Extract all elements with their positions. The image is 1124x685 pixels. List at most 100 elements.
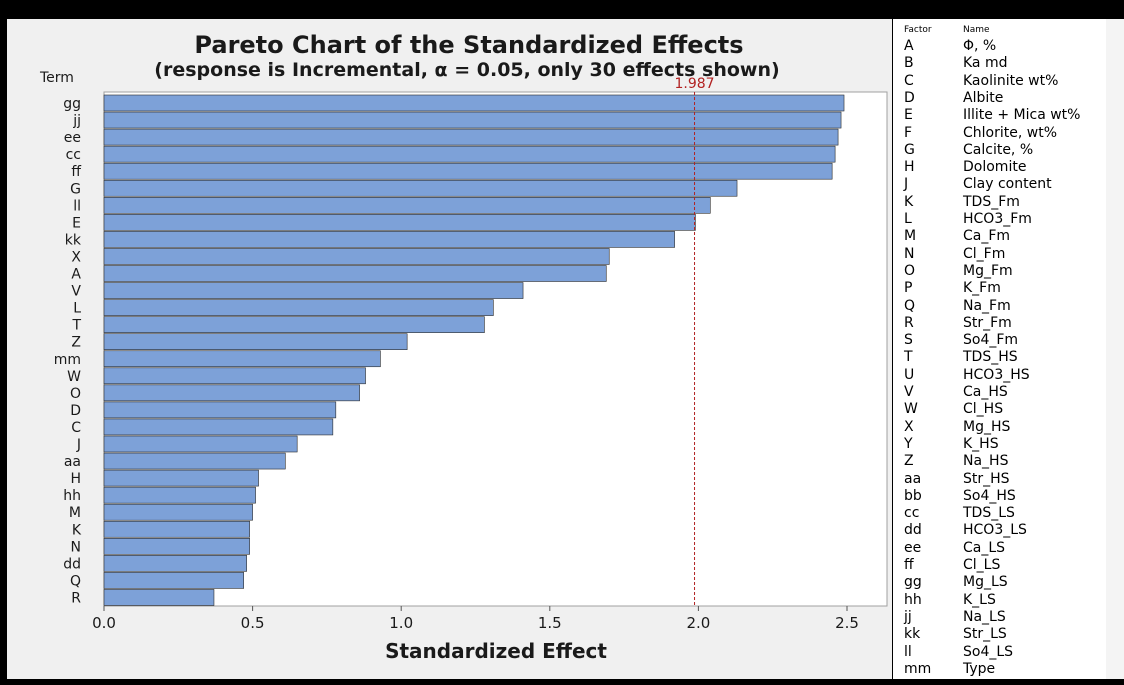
legend-item: M Ca_Fm [893,228,1106,245]
bar [103,128,839,146]
legend-factor-code: Y [904,435,913,452]
y-tick-label: L [73,301,81,317]
bar [103,145,836,163]
pareto-chart: Pareto Chart of the Standardized Effects… [39,31,888,663]
x-tick-label: 0.0 [92,614,116,632]
legend-factor-name: Na_HS [963,453,1009,470]
y-tick-label: T [71,318,81,334]
legend-factor-code: F [904,124,913,141]
legend-item: gg Mg_LS [893,574,1106,591]
legend-item: R Str_Fm [893,315,1106,332]
legend-factor-code: O [904,262,916,279]
y-tick-label: J [76,437,81,453]
legend-item: ll So4_LS [893,644,1106,661]
y-tick-label: kk [65,232,82,248]
legend-item: L HCO3_Fm [893,211,1106,228]
legend-factor-name: Kaolinite wt% [963,72,1059,89]
legend-factor-name: So4_HS [963,487,1016,504]
y-axis-label: Term [39,70,74,86]
bar [103,179,738,197]
legend-factor-name: Mg_Fm [963,262,1013,279]
bar [103,435,298,453]
y-tick-label: A [71,267,81,283]
legend-factor-code: cc [904,505,920,522]
legend-factor-name: TDS_HS [963,349,1018,366]
legend-factor-name: So4_Fm [963,332,1019,349]
legend-factor-name: Dolomite [963,159,1027,176]
legend-factor-name: Ca_LS [963,539,1006,556]
legend-factor-code: T [904,349,913,366]
legend-factor-code: R [904,314,914,331]
legend-factor-code: K [904,193,914,210]
legend-factor-name: Str_LS [963,626,1007,643]
legend-item: J Clay content [893,176,1106,193]
chart-subtitle: (response is Incremental, α = 0.05, only… [154,59,779,81]
legend-item: O Mg_Fm [893,263,1106,280]
y-tick-label: dd [63,556,81,572]
y-tick-label: ll [73,198,81,214]
legend-item: A Φ, % [893,38,1106,55]
legend-factor-code: V [904,384,914,400]
legend-factor-code: W [904,401,918,418]
bar [103,316,485,333]
y-tick-label: E [72,215,81,231]
legend-item: mm Type [893,661,1106,678]
legend-item: B Ka md [893,55,1106,72]
legend-item: P K_Fm [893,280,1106,297]
bar [103,214,696,231]
y-tick-label: O [70,386,81,402]
legend-item: F Chlorite, wt% [893,125,1106,142]
x-tick-label: 2.5 [835,614,859,632]
legend-factor-code: A [904,38,914,54]
legend-factor-code: gg [904,574,922,591]
legend-factor-code: M [904,228,917,245]
y-tick-label: mm [54,352,81,368]
y-tick-label: cc [66,147,81,163]
y-tick-label: C [71,420,81,436]
legend-factor-code: C [904,72,914,89]
legend-factor-code: U [904,366,915,383]
bar [103,520,250,538]
legend-item: jj Na_LS [893,609,1106,626]
y-tick-label: V [71,284,81,300]
legend-factor-name: Cl_LS [963,557,1001,573]
y-tick-label: M [69,505,81,521]
legend-factor-code: dd [904,522,922,539]
legend-item: ee Ca_LS [893,540,1106,557]
legend-factor-name: Illite + Mica wt% [963,107,1081,124]
legend-item: G Calcite, % [893,142,1106,159]
x-tick-label: 1.5 [538,614,562,632]
legend-item: Q Na_Fm [893,298,1106,315]
legend-factor-code: L [904,211,912,227]
bar [103,367,366,385]
legend-item: dd HCO3_LS [893,522,1106,539]
legend-factor-name: Na_Fm [963,297,1011,314]
bar [103,486,256,504]
legend-factor-name: Mg_LS [963,574,1008,591]
y-tick-label: X [71,249,81,265]
legend-factor-code: J [904,176,909,193]
legend-item: N Cl_Fm [893,246,1106,263]
legend-factor-name: TDS_Fm [963,193,1020,210]
legend-item: U HCO3_HS [893,367,1106,384]
y-tick-label: jj [72,113,81,129]
legend-item: H Dolomite [893,159,1106,176]
legend-factor-code: ff [904,557,914,573]
legend-factor-name: Cl_HS [963,401,1004,418]
x-tick-label: 2.0 [686,614,710,632]
legend-factor-name: Ca_Fm [963,228,1011,245]
bar [103,555,247,572]
legend-factor-name: Chlorite, wt% [963,124,1057,141]
y-tick-label: ff [71,164,81,180]
legend-item: cc TDS_LS [893,505,1106,522]
bar [103,94,845,112]
legend-item: kk Str_LS [893,626,1106,643]
y-tick-label: G [70,181,81,197]
bar [103,111,842,129]
legend-factor-name: Na_LS [963,608,1006,625]
x-tick-label: 1.0 [389,614,413,632]
legend-factor-code: X [904,418,914,435]
y-tick-label: D [70,403,81,419]
y-tick-label: W [67,369,81,385]
legend-factor-code: ee [904,539,922,556]
